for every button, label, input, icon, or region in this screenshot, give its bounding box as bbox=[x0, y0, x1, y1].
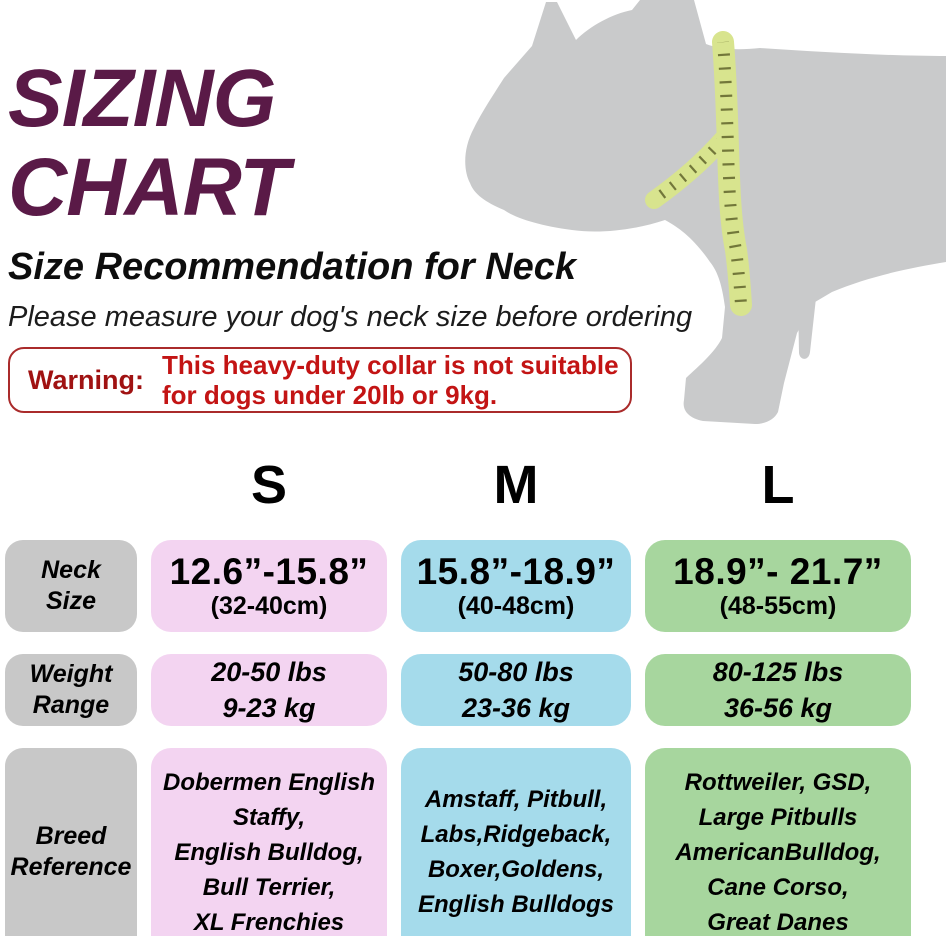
cell-neck-size-s: 12.6”-15.8” (32-40cm) bbox=[151, 540, 387, 632]
page-title-line2: CHART bbox=[8, 142, 289, 233]
cell-neck-size-l: 18.9”- 21.7” (48-55cm) bbox=[645, 540, 911, 632]
neck-size-inches-m: 15.8”-18.9” bbox=[416, 551, 616, 592]
weight-kg-s: 9-23 kg bbox=[222, 693, 316, 723]
cell-weight-range-s: 20-50 lbs 9-23 kg bbox=[151, 654, 387, 726]
neck-size-cm-s: (32-40cm) bbox=[210, 592, 328, 620]
neck-size-cm-m: (40-48cm) bbox=[457, 592, 575, 620]
cell-weight-range-l: 80-125 lbs 36-56 kg bbox=[645, 654, 911, 726]
dog-graphic bbox=[460, 0, 946, 445]
cell-breed-reference-m: Amstaff, Pitbull, Labs,Ridgeback, Boxer,… bbox=[401, 748, 631, 936]
dog-body-icon bbox=[465, 0, 946, 424]
column-header-m: M bbox=[493, 455, 539, 515]
warning-label: Warning: bbox=[28, 364, 144, 395]
neck-size-inches-l: 18.9”- 21.7” bbox=[673, 551, 883, 592]
dog-silhouette-with-measuring-tape-icon bbox=[465, 0, 946, 424]
warning-text-line1: This heavy-duty collar is not suitable bbox=[161, 350, 619, 380]
warning-box: Warning: This heavy-duty collar is not s… bbox=[8, 347, 632, 413]
size-table: S M L Neck Size 12.6”-15.8” (32-40cm) 15… bbox=[5, 452, 911, 936]
column-header-s: S bbox=[250, 455, 288, 515]
section-heading: Size Recommendation for Neck bbox=[8, 246, 577, 288]
column-header-l: L bbox=[761, 455, 795, 515]
weight-lbs-m: 50-80 lbs bbox=[458, 657, 574, 687]
warning-text: This heavy-duty collar is not suitable f… bbox=[162, 350, 619, 410]
measure-note: Please measure your dog's neck size befo… bbox=[8, 301, 693, 333]
row-header-neck-size: Neck Size bbox=[5, 540, 137, 632]
cell-breed-reference-s: Dobermen English Staffy, English Bulldog… bbox=[151, 748, 387, 936]
measuring-tape-diagonal-icon bbox=[645, 131, 731, 209]
row-header-breed-reference: Breed Reference bbox=[5, 748, 137, 936]
page-title-line1: SIZING bbox=[8, 53, 276, 144]
neck-size-inches-s: 12.6”-15.8” bbox=[169, 551, 369, 592]
dog-far-leg-icon bbox=[798, 298, 816, 359]
table-corner-spacer bbox=[5, 452, 137, 518]
cell-neck-size-m: 15.8”-18.9” (40-48cm) bbox=[401, 540, 631, 632]
weight-lbs-l: 80-125 lbs bbox=[712, 657, 844, 687]
warning-text-line2: for dogs under 20lb or 9kg. bbox=[161, 380, 498, 410]
weight-kg-l: 36-56 kg bbox=[723, 693, 833, 723]
weight-kg-m: 23-36 kg bbox=[461, 693, 571, 723]
measuring-tape-main-icon bbox=[712, 31, 752, 316]
weight-lbs-s: 20-50 lbs bbox=[211, 657, 327, 687]
row-header-weight-range: Weight Range bbox=[5, 654, 137, 726]
cell-weight-range-m: 50-80 lbs 23-36 kg bbox=[401, 654, 631, 726]
neck-size-cm-l: (48-55cm) bbox=[719, 592, 837, 620]
page-title: SIZING CHART bbox=[8, 53, 289, 233]
cell-breed-reference-l: Rottweiler, GSD, Large Pitbulls American… bbox=[645, 748, 911, 936]
